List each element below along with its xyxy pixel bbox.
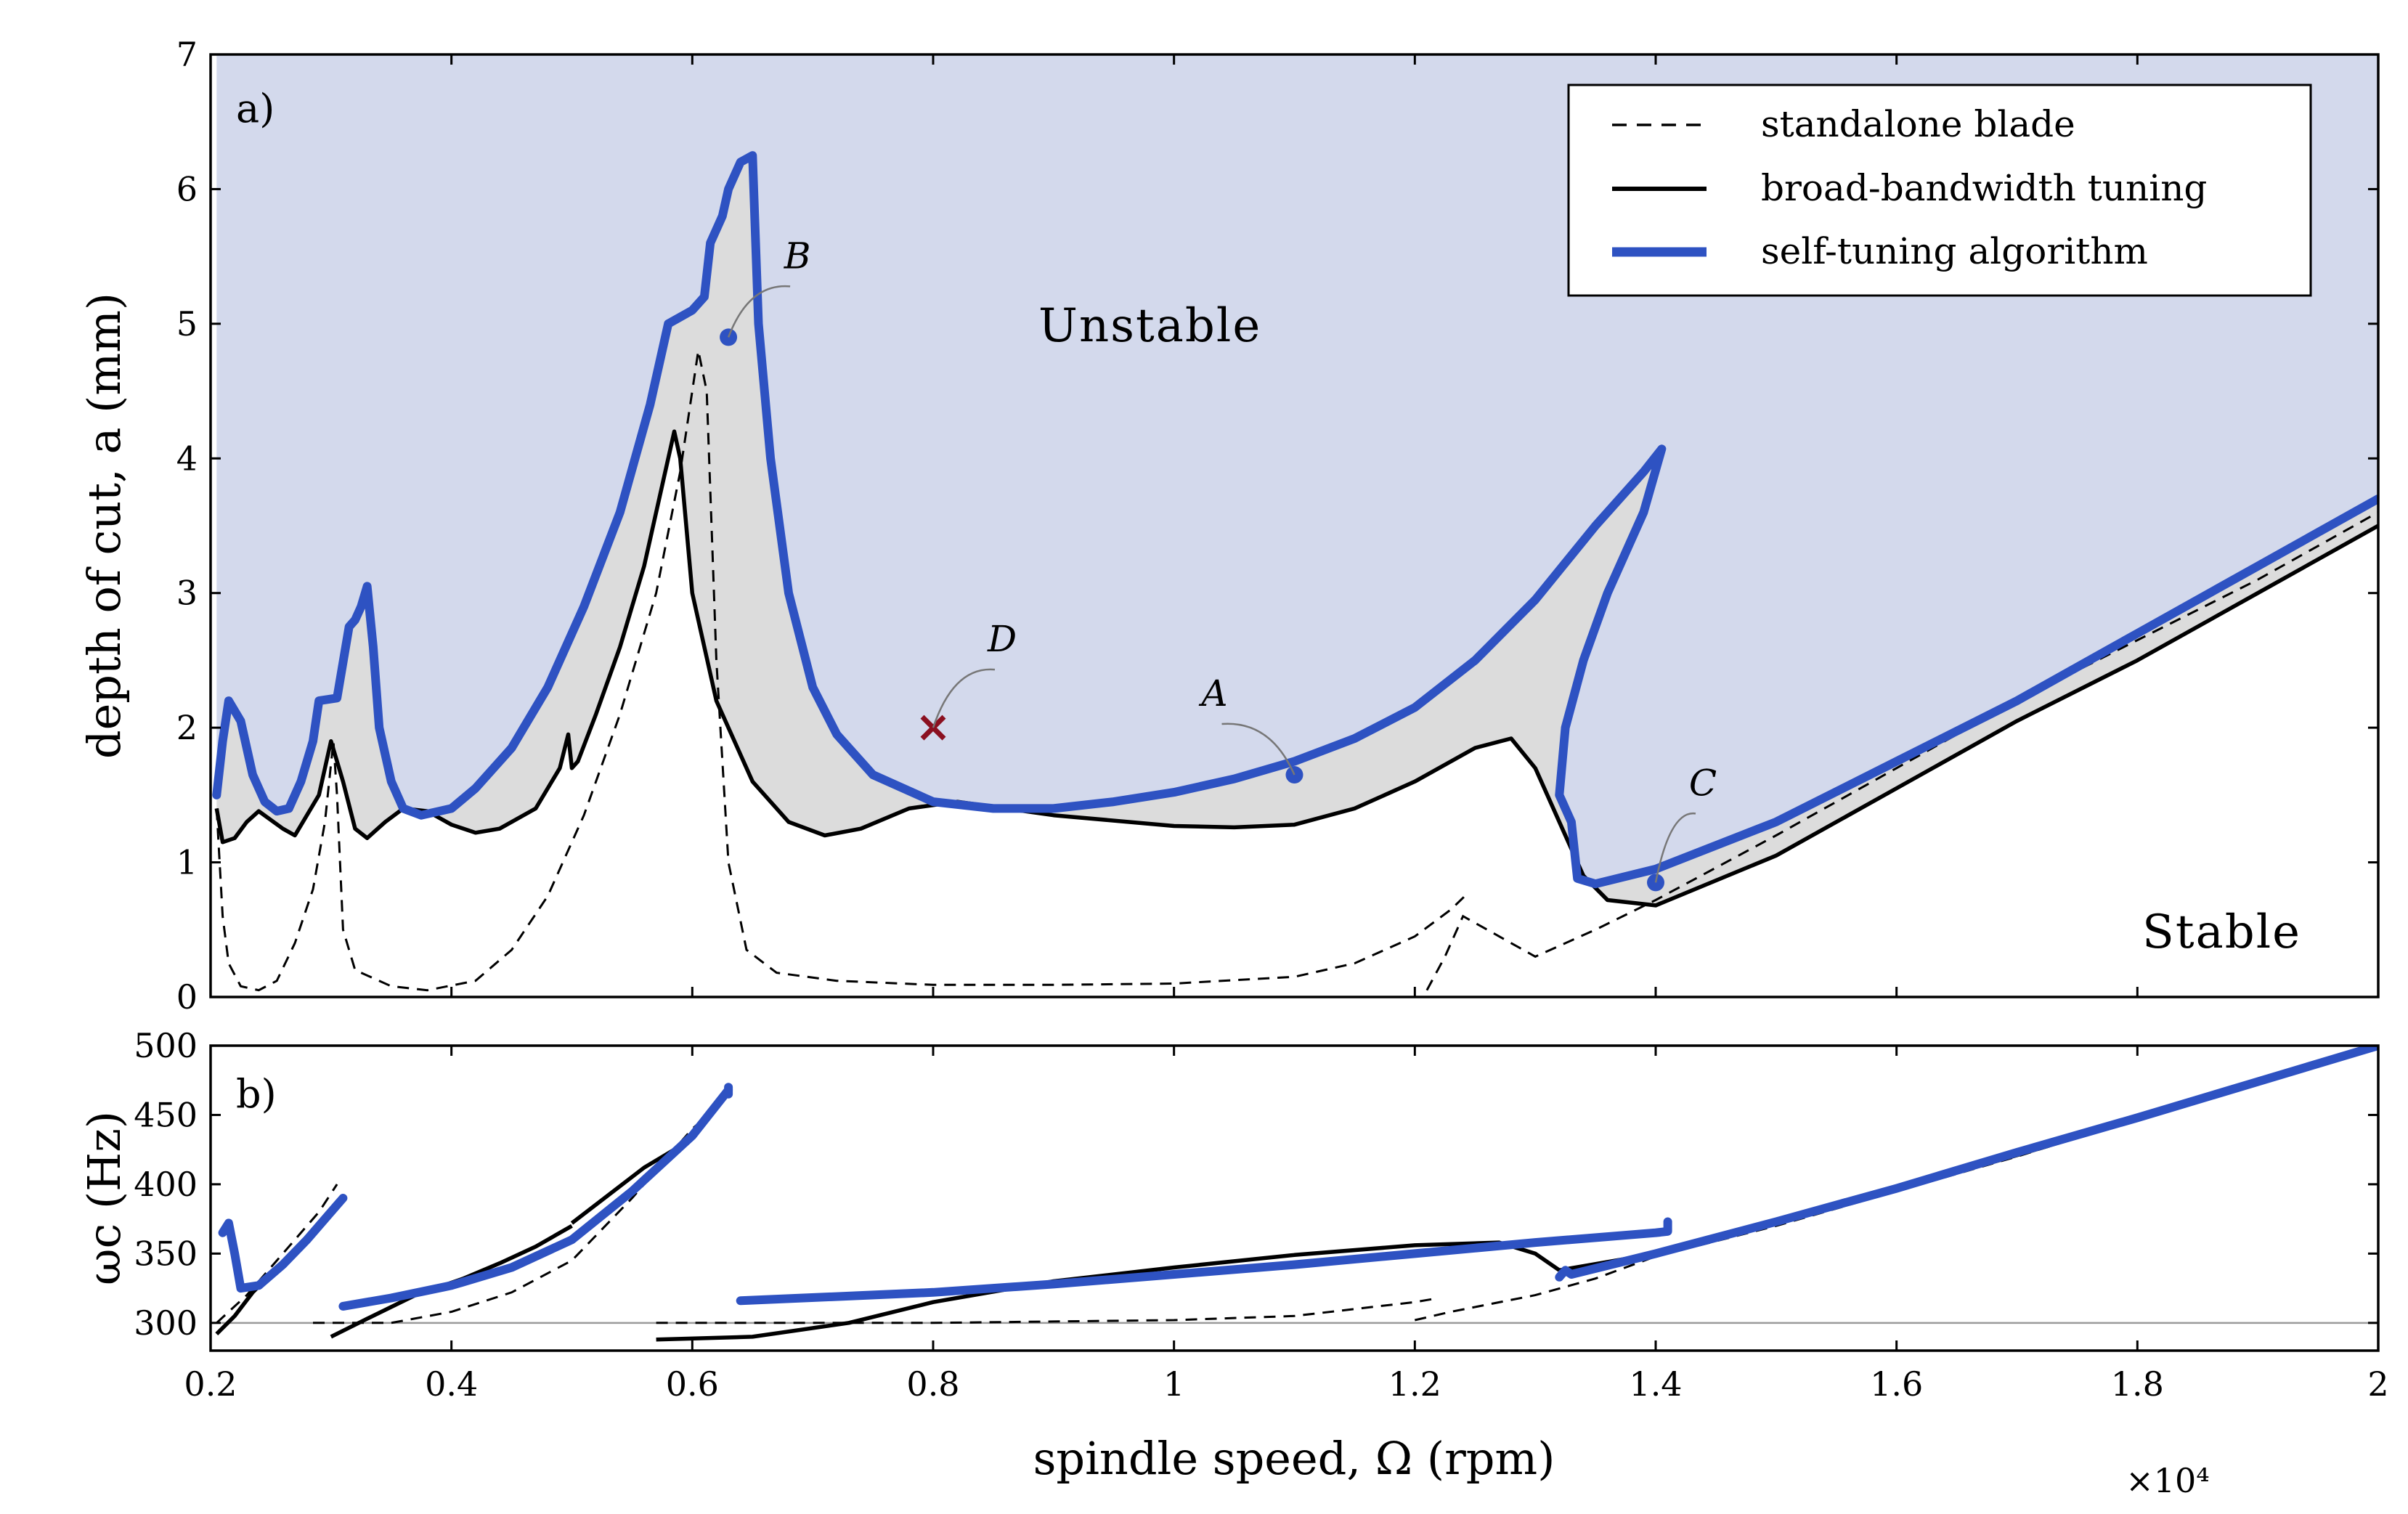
x-tick-label: 0.4 bbox=[425, 1364, 478, 1404]
point-D-label: D bbox=[987, 618, 1017, 660]
panel-b-series bbox=[211, 1046, 2378, 1342]
panel-a-ylabel: depth of cut, a (mm) bbox=[78, 293, 131, 759]
series-standalone-blade-a-seg0 bbox=[215, 350, 1471, 992]
x-axis-multiplier: ×10⁴ bbox=[2126, 1461, 2210, 1500]
point-A-label: A bbox=[1198, 672, 1227, 715]
panel-b-label: b) bbox=[236, 1071, 277, 1117]
series-self-tuning-algorithm-b-seg3 bbox=[736, 1217, 1672, 1306]
series-self-tuning-algorithm-b-seg4 bbox=[1555, 1046, 2378, 1282]
y-tick-label-b: 400 bbox=[134, 1165, 198, 1204]
panel-b-x-ticks: 0.2 0.4 0.6 0.8 1 1.2 1.4 1.6 1.8 2 bbox=[184, 1046, 2389, 1404]
series-self-tuning-algorithm-b-seg0 bbox=[218, 1194, 348, 1293]
y-tick-label-a: 1 bbox=[176, 843, 198, 882]
series-standalone-blade-b-seg1 bbox=[313, 1107, 717, 1324]
series-broad-bandwidth-tuning-b-seg2 bbox=[570, 1147, 675, 1225]
y-tick-label-a: 2 bbox=[176, 708, 198, 747]
series-self-tuning-algorithm-b-seg1 bbox=[338, 1086, 733, 1311]
y-tick-label-b: 450 bbox=[134, 1095, 198, 1134]
panel-b: 300 350 400 450 500 0.2 0.4 0.6 0.8 1 1.2 1.4 1.6 1.… bbox=[78, 1026, 2389, 1404]
point-B-label: B bbox=[784, 235, 811, 277]
y-tick-label-a: 7 bbox=[176, 35, 198, 74]
x-tick-label: 0.2 bbox=[184, 1364, 237, 1404]
panel-b-y-ticks: 300 350 400 450 500 bbox=[134, 1026, 2378, 1343]
panel-a-frame bbox=[209, 53, 2380, 998]
panel-a-x-ticks bbox=[209, 54, 2380, 997]
point-D-leader bbox=[932, 668, 996, 728]
y-tick-label-b: 350 bbox=[134, 1234, 198, 1273]
y-tick-label-a: 0 bbox=[176, 977, 198, 1017]
series-standalone-blade-a-seg1 bbox=[1425, 511, 2378, 991]
x-tick-label: 1.2 bbox=[1388, 1364, 1441, 1404]
y-tick-label-a: 3 bbox=[176, 574, 198, 613]
y-tick-label-a: 6 bbox=[176, 169, 198, 208]
panel-b-frame bbox=[209, 1044, 2380, 1352]
legend-label-standalone: standalone blade bbox=[1761, 103, 2075, 145]
x-tick-label: 1 bbox=[1163, 1364, 1184, 1404]
y-tick-label-b: 300 bbox=[134, 1303, 198, 1343]
x-tick-label: 0.6 bbox=[666, 1364, 719, 1404]
panel-a-label: a) bbox=[236, 86, 274, 131]
panel-a: A B C D 0 1 2 3 4 5 6 7 a) Unstable Stable depth o… bbox=[78, 35, 2380, 1017]
x-tick-label: 1.4 bbox=[1629, 1364, 1682, 1404]
x-tick-label: 1.8 bbox=[2111, 1364, 2164, 1404]
legend-label-selftuning: self-tuning algorithm bbox=[1761, 230, 2148, 272]
point-C-leader bbox=[1654, 813, 1696, 883]
stable-label: Stable bbox=[2142, 905, 2301, 959]
unstable-label: Unstable bbox=[1038, 299, 1261, 353]
y-tick-label-b: 500 bbox=[134, 1026, 198, 1065]
x-axis-label: spindle speed, Ω (rpm) bbox=[1033, 1432, 1555, 1485]
series-standalone-blade-b-seg0 bbox=[216, 1184, 338, 1324]
point-B-leader bbox=[727, 285, 791, 338]
x-tick-label: 0.8 bbox=[906, 1364, 959, 1404]
point-A-leader bbox=[1221, 723, 1295, 776]
y-tick-label-a: 4 bbox=[176, 439, 198, 478]
series-self-tuning-algorithm-a bbox=[212, 151, 2378, 889]
x-tick-label: 1.6 bbox=[1870, 1364, 1923, 1404]
x-tick-label: 2 bbox=[2367, 1364, 2388, 1404]
panel-a-points: A B C D bbox=[720, 235, 1717, 892]
legend: standalone blade broad-bandwidth tuning … bbox=[1567, 84, 2312, 297]
point-C-label: C bbox=[1689, 762, 1717, 804]
series-broad-bandwidth-tuning-a bbox=[214, 429, 2378, 908]
y-tick-label-a: 5 bbox=[176, 304, 198, 343]
panel-a-series bbox=[212, 151, 2378, 992]
legend-label-broadband: broad-bandwidth tuning bbox=[1761, 167, 2207, 209]
panel-b-ylabel: ωc (Hz) bbox=[78, 1111, 131, 1285]
panel-a-y-ticks: 0 1 2 3 4 5 6 7 bbox=[176, 35, 2378, 1017]
